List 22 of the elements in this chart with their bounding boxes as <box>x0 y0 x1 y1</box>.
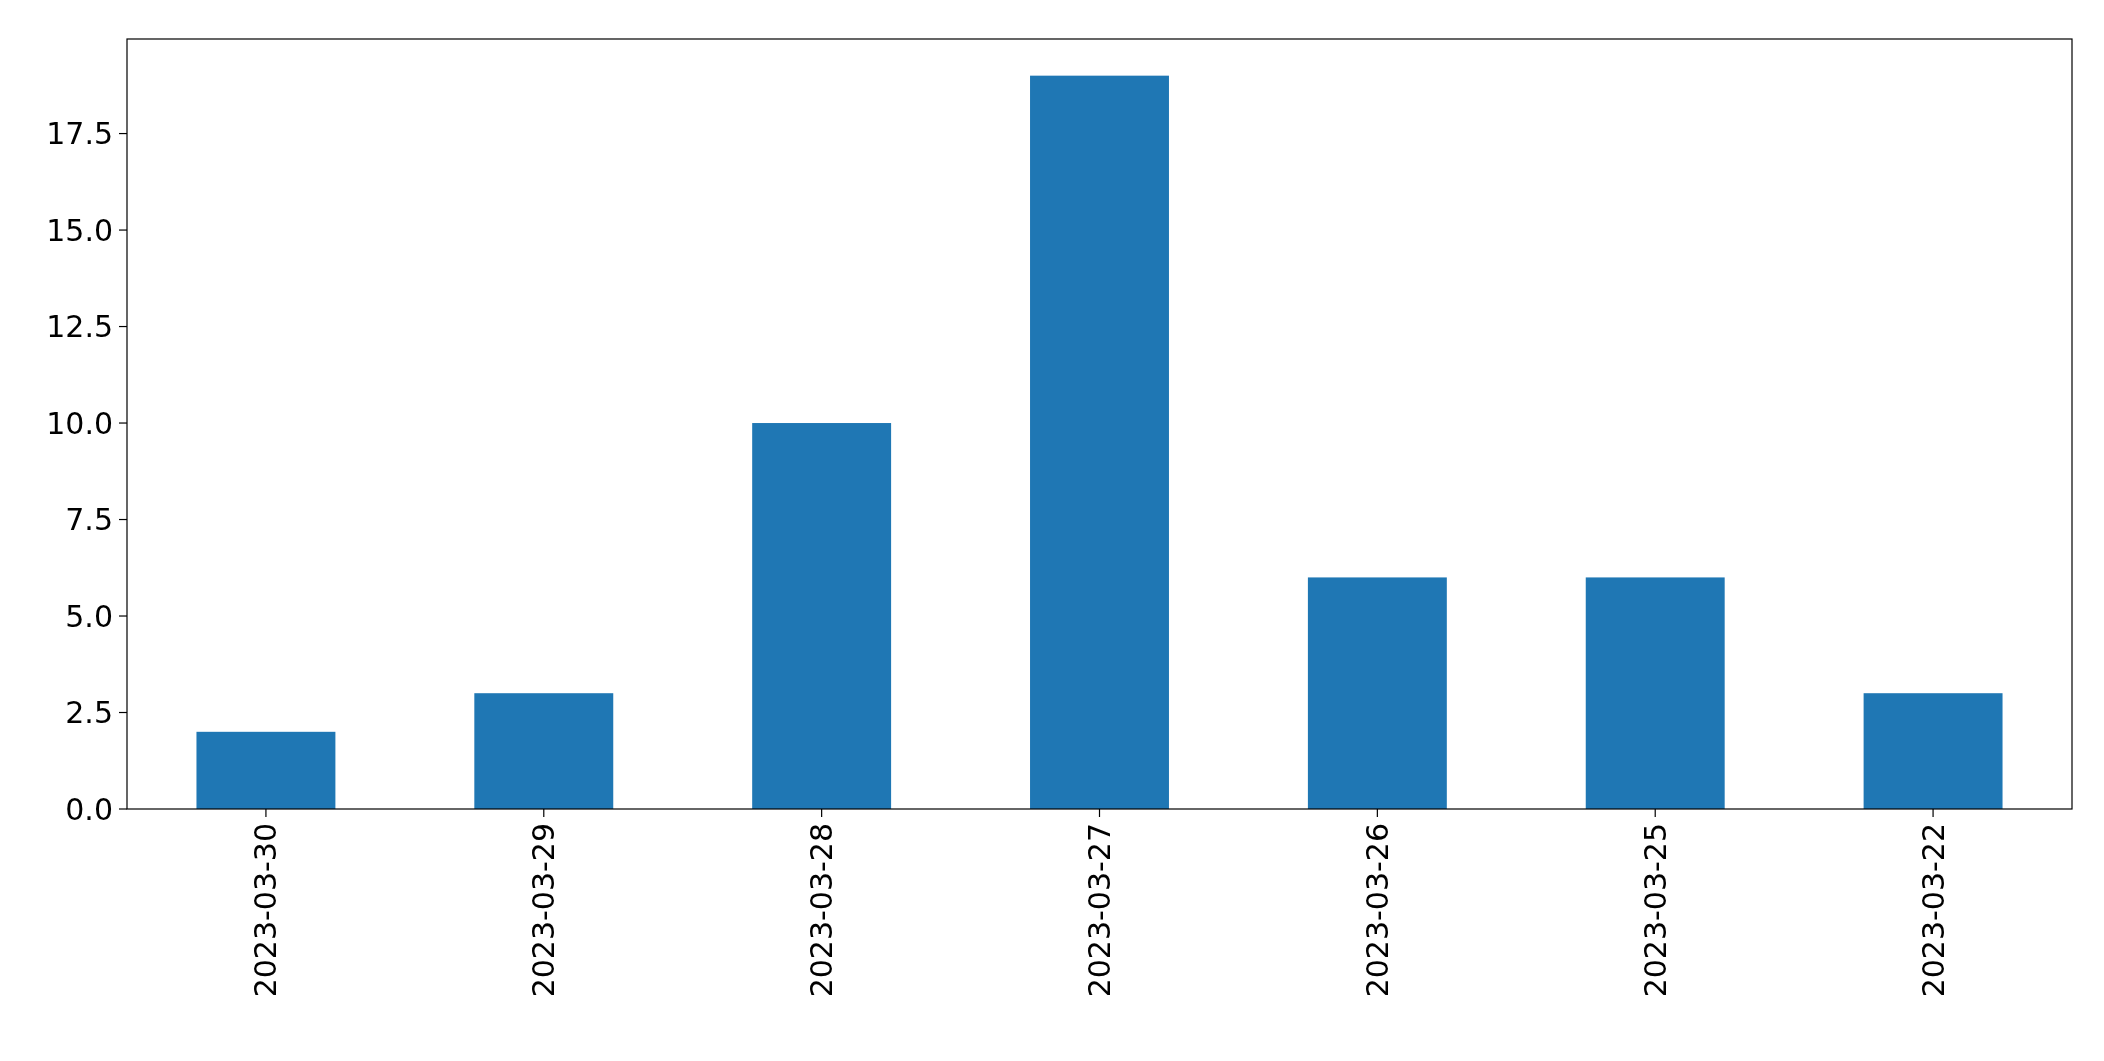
y-tick-label: 2.5 <box>65 695 113 731</box>
x-tick-label: 2023-03-22 <box>1915 823 1951 998</box>
x-tick-label: 2023-03-28 <box>804 823 840 998</box>
x-tick-label: 2023-03-25 <box>1637 823 1673 998</box>
y-tick-label: 7.5 <box>65 502 113 538</box>
bar <box>474 693 614 809</box>
y-tick-label: 12.5 <box>46 309 113 345</box>
bar <box>1307 577 1447 809</box>
x-tick-label: 2023-03-27 <box>1082 823 1117 998</box>
y-tick-label: 5.0 <box>65 598 113 634</box>
bar <box>752 423 892 809</box>
y-tick-label: 17.5 <box>46 116 113 152</box>
x-tick-label: 2023-03-29 <box>526 823 562 998</box>
y-tick-label: 15.0 <box>46 212 113 248</box>
bar <box>1030 75 1169 809</box>
y-tick-label: 0.0 <box>65 791 113 827</box>
y-tick-label: 10.0 <box>46 405 113 441</box>
bar <box>1585 577 1725 809</box>
bar <box>196 731 336 809</box>
bar <box>1863 693 2003 809</box>
x-tick-label: 2023-03-30 <box>248 823 284 998</box>
x-tick-label: 2023-03-26 <box>1359 823 1395 998</box>
